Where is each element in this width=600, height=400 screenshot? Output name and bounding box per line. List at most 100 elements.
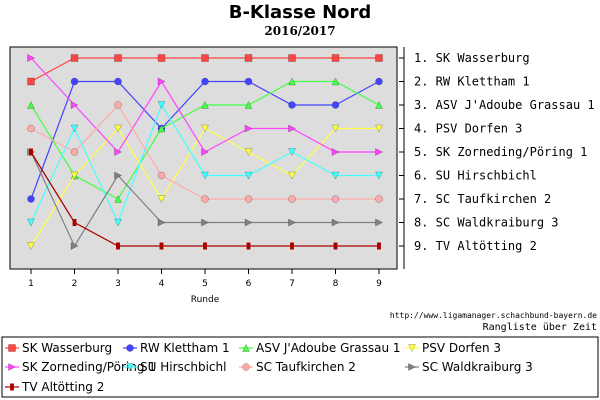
rank-label: 3. ASV J'Adoube Grassau 1 xyxy=(414,98,595,112)
data-point xyxy=(288,171,296,180)
data-point xyxy=(201,195,209,203)
rank-label: 1. SK Wasserburg xyxy=(414,51,530,65)
legend-marker xyxy=(10,383,14,391)
data-point xyxy=(27,242,35,250)
rank-label: 5. SK Zorneding/Pöring 1 xyxy=(414,145,587,159)
data-point xyxy=(201,54,209,62)
data-point xyxy=(70,77,79,86)
data-point xyxy=(70,242,79,250)
legend-box xyxy=(1,336,599,398)
legend-label: PSV Dorfen 3 xyxy=(422,341,501,355)
series-group xyxy=(27,77,383,203)
legend-item: SC Waldkraiburg 3 xyxy=(405,360,533,374)
data-point xyxy=(157,171,166,180)
data-point xyxy=(244,77,253,86)
source-url: http://www.ligamanager.schachbund-bayern… xyxy=(389,311,597,320)
legend-marker xyxy=(8,344,16,352)
data-point xyxy=(288,124,296,133)
legend-item: PSV Dorfen 3 xyxy=(405,341,501,355)
data-point xyxy=(72,219,77,226)
x-tick-label: 9 xyxy=(376,279,382,289)
series-group xyxy=(27,101,383,227)
data-point xyxy=(331,101,340,109)
data-point xyxy=(159,242,164,250)
data-point xyxy=(288,148,296,156)
data-point xyxy=(288,77,296,86)
data-point xyxy=(70,148,79,156)
data-point xyxy=(157,54,166,62)
data-point xyxy=(114,171,122,180)
data-point xyxy=(375,54,383,62)
data-point xyxy=(27,218,35,227)
data-point xyxy=(288,195,296,203)
data-point xyxy=(331,171,340,180)
data-point xyxy=(375,77,383,86)
data-point xyxy=(331,195,340,203)
data-point xyxy=(201,218,209,227)
data-point xyxy=(203,242,207,250)
legend-label: ASV J'Adoube Grassau 1 xyxy=(256,341,401,355)
data-point xyxy=(331,54,340,62)
data-point xyxy=(27,124,35,133)
data-point xyxy=(375,148,383,156)
legend-label: SK Wasserburg xyxy=(22,341,112,355)
chart-caption: Rangliste über Zeit xyxy=(482,322,597,333)
data-point xyxy=(114,195,122,203)
chart-subtitle: 2016/2017 xyxy=(264,24,336,38)
data-point xyxy=(70,54,79,62)
data-point xyxy=(375,195,383,203)
rank-label: 4. PSV Dorfen 3 xyxy=(414,122,522,136)
data-point xyxy=(244,124,253,133)
data-point xyxy=(288,54,296,62)
data-point xyxy=(157,218,166,227)
data-point xyxy=(157,77,166,86)
legend-marker xyxy=(408,344,416,352)
legend-label: SC Taufkirchen 2 xyxy=(256,360,356,374)
data-point xyxy=(244,218,253,227)
data-point xyxy=(377,242,381,250)
data-point xyxy=(201,148,209,156)
data-point xyxy=(244,54,253,62)
data-point xyxy=(27,195,35,203)
data-point xyxy=(331,218,340,227)
legend-item: TV Altötting 2 xyxy=(5,380,104,394)
legend-marker xyxy=(242,363,250,371)
data-point xyxy=(27,54,35,62)
legend-marker xyxy=(126,363,134,371)
x-tick-label: 4 xyxy=(159,279,165,289)
legend-item: SK Wasserburg xyxy=(5,341,112,355)
data-point xyxy=(201,124,209,133)
series-group xyxy=(27,54,383,156)
data-point xyxy=(70,171,79,180)
data-point xyxy=(114,101,122,109)
legend-item: SU Hirschbichl xyxy=(123,360,226,374)
series-group xyxy=(27,148,383,250)
data-point xyxy=(375,218,383,227)
data-point xyxy=(375,171,383,180)
data-point xyxy=(288,218,296,227)
data-point xyxy=(114,148,122,156)
x-axis-label: Runde xyxy=(191,295,220,305)
data-point xyxy=(29,148,33,156)
x-tick-label: 7 xyxy=(289,279,295,289)
legend-marker xyxy=(242,344,250,352)
x-tick-label: 2 xyxy=(72,279,78,289)
data-point xyxy=(331,77,340,86)
data-point xyxy=(114,218,122,227)
data-point xyxy=(114,54,122,62)
data-point xyxy=(244,195,253,203)
chart-title: B-Klasse Nord xyxy=(228,2,372,23)
data-point xyxy=(114,77,122,86)
data-point xyxy=(288,101,296,109)
legend-label: SU Hirschbichl xyxy=(140,360,226,374)
data-point xyxy=(201,101,209,109)
data-point xyxy=(290,242,294,250)
data-point xyxy=(201,171,209,180)
data-point xyxy=(27,101,35,109)
legend-label: TV Altötting 2 xyxy=(21,380,104,394)
rank-label: 6. SU Hirschbichl xyxy=(414,169,537,183)
legend-label: RW Klettham 1 xyxy=(140,341,230,355)
rank-label: 9. TV Altötting 2 xyxy=(414,239,537,253)
data-point xyxy=(375,101,383,109)
